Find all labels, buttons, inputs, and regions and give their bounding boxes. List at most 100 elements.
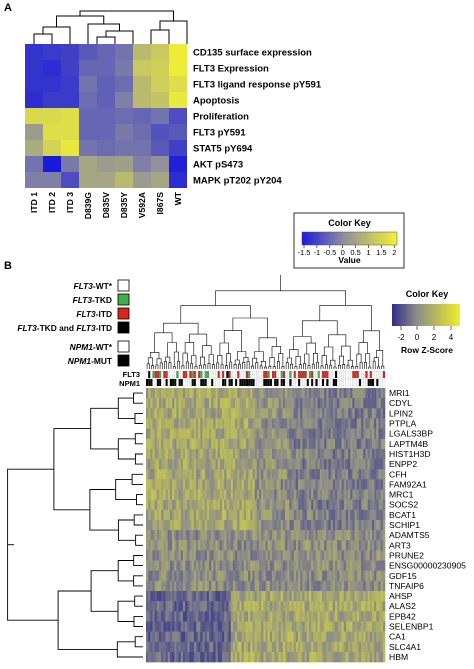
- panel-b-column-dendrogram: [146, 275, 385, 369]
- heatmap-a-cell: [115, 172, 133, 188]
- legend-swatch: [117, 279, 130, 292]
- heatmap-a-cell: [115, 140, 133, 156]
- heatmap-a-cell: [61, 172, 79, 188]
- color-key-a-tick: -0.5: [323, 248, 336, 257]
- gene-label: ALAS2: [389, 601, 416, 611]
- panel-b-color-key: Color Key -2 0 2 4 Row Z-Score: [392, 289, 460, 355]
- heatmap-a-cell: [25, 172, 43, 188]
- color-key-a-xlabel: Value: [338, 255, 360, 265]
- gene-label: LAPTM4B: [389, 439, 428, 449]
- color-key-a-tick: 1.5: [376, 248, 386, 257]
- gene-label: LGALS3BP: [389, 429, 433, 439]
- gene-label: SLC4A1: [389, 642, 421, 652]
- heatmap-a-row-label: FLT3 pY591: [193, 128, 246, 139]
- color-key-a-tick: -1: [314, 248, 321, 257]
- heatmap-a-cell: [151, 172, 169, 188]
- heatmap-a-cell: [43, 92, 61, 108]
- heatmap-a-cell: [79, 108, 97, 124]
- heatmap-a-cell: [79, 44, 97, 60]
- legend-swatch: [117, 340, 130, 353]
- heatmap-a-cell: [115, 124, 133, 140]
- heatmap-a-cell: [25, 92, 43, 108]
- heatmap-a-cell: [25, 124, 43, 140]
- heatmap-a-row-label: CD135 surface expression: [193, 48, 312, 59]
- panel-b-gene-labels: MRI1CDYLLPIN2PTPLALGALS3BPLAPTM4BHIST1H3…: [389, 388, 466, 662]
- annotation-label-flt3: FLT3: [123, 370, 140, 379]
- color-key-a-tick: 0.5: [350, 248, 360, 257]
- color-key-a-tick: -1.5: [298, 248, 311, 257]
- heatmap-a-cell: [169, 92, 187, 108]
- heatmap-a-cell: [133, 124, 151, 140]
- heatmap-a-cell: [151, 44, 169, 60]
- heatmap-a-cell: [151, 140, 169, 156]
- heatmap-a-cell: [133, 172, 151, 188]
- heatmap-a-column-label: WT: [173, 191, 183, 205]
- heatmap-a-cell: [79, 156, 97, 172]
- heatmap-a-cell: [151, 76, 169, 92]
- heatmap-a-cell: [133, 44, 151, 60]
- gene-label: LPIN2: [389, 408, 413, 418]
- panel-b-heatmap: [146, 388, 386, 663]
- legend-swatch: [117, 293, 130, 306]
- heatmap-a-cell: [25, 60, 43, 76]
- heatmap-a-cell: [115, 92, 133, 108]
- heatmap-a-cell: [61, 92, 79, 108]
- heatmap-a-cell: [151, 124, 169, 140]
- gene-label: CFH: [389, 469, 407, 479]
- heatmap-a-cell: [79, 124, 97, 140]
- color-key-b-tick: -2: [397, 333, 405, 342]
- heatmap-a-column-label: ITD 3: [65, 192, 75, 213]
- heatmap-a-column-label: I867S: [155, 192, 165, 215]
- color-key-b-xlabel: Row Z-Score: [401, 345, 453, 355]
- gene-label: PTPLA: [389, 419, 416, 429]
- heatmap-a-cell: [97, 108, 115, 124]
- heatmap-a-cell: [25, 76, 43, 92]
- legend-label: NPM1-WT*: [70, 342, 113, 352]
- gene-label: FAM92A1: [389, 479, 427, 489]
- heatmap-a-row-label: FLT3 Expression: [193, 64, 269, 75]
- legend-label: FLT3-TKD and FLT3-ITD: [17, 323, 112, 333]
- gene-label: HBM: [389, 652, 408, 662]
- heatmap-a-cell: [133, 108, 151, 124]
- heatmap-a-cell: [79, 92, 97, 108]
- heatmap-a-cell: [79, 60, 97, 76]
- panel-a-row-labels: CD135 surface expression FLT3 Expression F…: [193, 48, 322, 187]
- legend-label: NPM1-MUT: [68, 356, 113, 366]
- heatmap-a-cell: [169, 140, 187, 156]
- heatmap-a-cell: [133, 140, 151, 156]
- heatmap-a-cell: [97, 124, 115, 140]
- heatmap-a-cell: [133, 92, 151, 108]
- heatmap-a-column-label: V592A: [137, 192, 147, 218]
- gene-label: HIST1H3D: [389, 449, 431, 459]
- heatmap-a-cell: [61, 60, 79, 76]
- panel-a-heatmap: [25, 44, 187, 188]
- legend-label: FLT3-ITD: [76, 309, 112, 319]
- panel-b-legend: FLT3-WT* FLT3-TKD FLT3-ITD FLT3-TKD and FLT…: [17, 279, 130, 367]
- heatmap-a-cell: [151, 156, 169, 172]
- gene-label: GDF15: [389, 571, 417, 581]
- heatmap-a-cell: [79, 172, 97, 188]
- heatmap-a-column-label: ITD 1: [29, 192, 39, 213]
- gene-label: ENPP2: [389, 459, 417, 469]
- color-key-b-tick: 4: [449, 333, 454, 342]
- heatmap-a-cell: [43, 60, 61, 76]
- panel-a-letter: A: [4, 2, 12, 14]
- heatmap-a-cell: [115, 76, 133, 92]
- legend-label: FLT3-TKD: [73, 295, 112, 305]
- heatmap-a-cell: [79, 76, 97, 92]
- gene-label: ADAMTS5: [389, 530, 430, 540]
- heatmap-a-cell: [169, 108, 187, 124]
- gene-label: ENSG00000230905: [389, 561, 466, 571]
- heatmap-a-cell: [61, 140, 79, 156]
- heatmap-a-cell: [61, 44, 79, 60]
- heatmap-a-column-label: D839G: [83, 192, 93, 220]
- legend-swatch: [117, 307, 130, 320]
- heatmap-a-row-label: MAPK pT202 pY204: [193, 176, 282, 187]
- gene-label: CA1: [389, 632, 406, 642]
- gene-label: BCAT1: [389, 510, 416, 520]
- heatmap-a-cell: [169, 44, 187, 60]
- heatmap-a-cell: [151, 92, 169, 108]
- heatmap-a-cell: [169, 124, 187, 140]
